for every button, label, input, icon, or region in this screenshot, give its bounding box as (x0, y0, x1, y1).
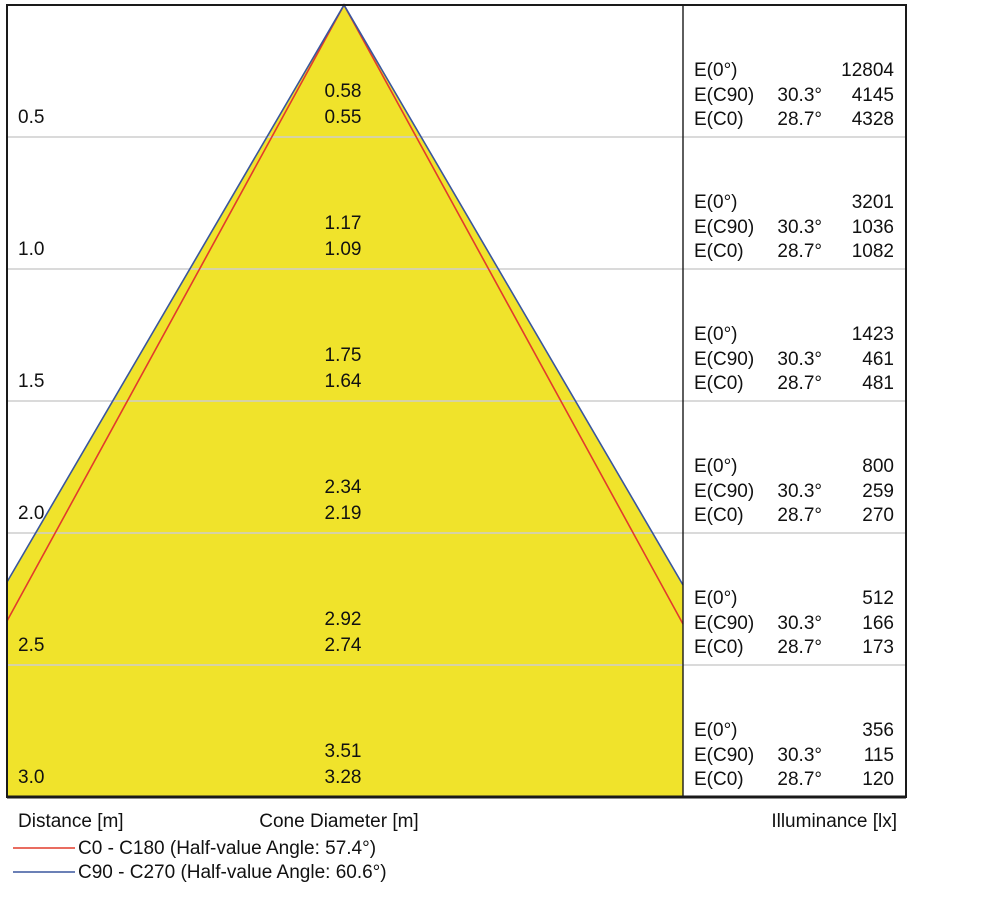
ec90-angle: 30.3° (777, 217, 822, 238)
ec0-value: 173 (862, 637, 894, 658)
ec0-label: E(C0) (694, 109, 744, 130)
e0-value: 12804 (841, 60, 894, 81)
ec0-angle: 28.7° (777, 769, 822, 790)
table-frame (6, 4, 907, 799)
ec90-value: 115 (863, 745, 894, 766)
ec90-angle: 30.3° (777, 349, 822, 370)
e0-label: E(0°) (694, 456, 738, 477)
ec0-value: 120 (862, 769, 894, 790)
cone-diameter-c0: 2.19 (324, 503, 362, 524)
ec90-angle: 30.3° (777, 745, 822, 766)
cone-diameter-c0: 2.74 (324, 635, 362, 656)
ec0-label: E(C0) (694, 241, 744, 262)
cone-diameter-c0: 1.09 (324, 239, 362, 260)
ec0-value: 270 (862, 505, 894, 526)
ec0-angle: 28.7° (777, 373, 822, 394)
e0-label: E(0°) (694, 720, 738, 741)
ec0-label: E(C0) (694, 637, 744, 658)
illuminance-axis-title: Illuminance [lx] (771, 811, 897, 832)
ec90-value: 461 (862, 349, 894, 370)
distance-label: 2.0 (18, 503, 45, 524)
cone-diameter-c90: 0.58 (324, 81, 362, 102)
ec0-value: 4328 (851, 109, 894, 130)
e0-value: 800 (862, 456, 894, 477)
cone-diameter-c0: 1.64 (324, 371, 362, 392)
e0-value: 3201 (851, 192, 894, 213)
e0-value: 356 (862, 720, 894, 741)
e0-label: E(0°) (694, 588, 738, 609)
ec90-value: 259 (862, 481, 894, 502)
ec90-value: 1036 (851, 217, 894, 238)
cone-diameter-c90: 1.17 (324, 213, 362, 234)
ec90-label: E(C90) (694, 745, 755, 766)
cone-diameter-axis-title: Cone Diameter [m] (259, 811, 419, 832)
e0-value: 1423 (851, 324, 894, 345)
cone-diameter-c0: 3.28 (324, 767, 362, 788)
ec0-angle: 28.7° (777, 109, 822, 130)
ec0-label: E(C0) (694, 505, 744, 526)
ec90-label: E(C90) (694, 349, 755, 370)
cone-diameter-c90: 2.92 (324, 609, 362, 630)
ec0-angle: 28.7° (777, 637, 822, 658)
cone-diameter-c90: 2.34 (324, 477, 362, 498)
ec0-angle: 28.7° (777, 505, 822, 526)
ec0-angle: 28.7° (777, 241, 822, 262)
e0-label: E(0°) (694, 60, 738, 81)
ec90-value: 166 (862, 613, 894, 634)
e0-label: E(0°) (694, 324, 738, 345)
distance-label: 0.5 (18, 107, 45, 128)
ec90-label: E(C90) (694, 217, 755, 238)
ec0-label: E(C0) (694, 769, 744, 790)
ec90-label: E(C90) (694, 613, 755, 634)
ec90-angle: 30.3° (777, 613, 822, 634)
ec90-angle: 30.3° (777, 481, 822, 502)
legend-entry-c0-c180: C0 - C180 (Half-value Angle: 57.4°) (78, 838, 377, 859)
cone-diameter-c90: 1.75 (324, 345, 362, 366)
ec90-angle: 30.3° (777, 85, 822, 106)
cone-diameter-c90: 3.51 (324, 741, 362, 762)
ec90-value: 4145 (851, 85, 894, 106)
distance-axis-title: Distance [m] (18, 811, 124, 832)
ec90-label: E(C90) (694, 481, 755, 502)
ec90-label: E(C90) (694, 85, 755, 106)
ec0-value: 481 (862, 373, 894, 394)
ec0-label: E(C0) (694, 373, 744, 394)
ec0-value: 1082 (851, 241, 894, 262)
distance-label: 1.5 (18, 371, 45, 392)
e0-value: 512 (862, 588, 894, 609)
cone-diameter-c0: 0.55 (324, 107, 362, 128)
legend-entry-c90-c270: C90 - C270 (Half-value Angle: 60.6°) (78, 862, 387, 883)
grid-lines (7, 136, 906, 666)
distance-label: 2.5 (18, 635, 45, 656)
distance-label: 3.0 (18, 767, 45, 788)
e0-label: E(0°) (694, 192, 738, 213)
distance-label: 1.0 (18, 239, 45, 260)
